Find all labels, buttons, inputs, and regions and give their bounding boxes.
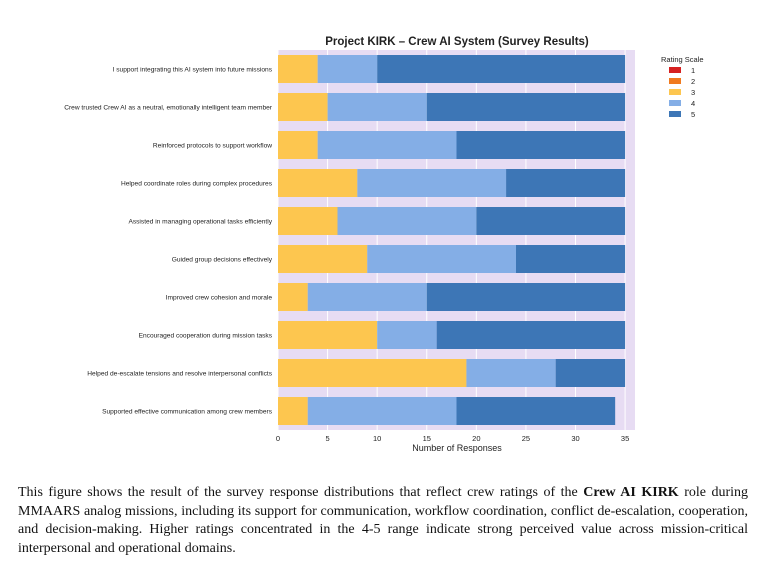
bar-5-rating-5 (476, 207, 626, 235)
legend-label-3: 3 (691, 88, 695, 97)
bar-5-rating-4 (337, 207, 477, 235)
bar-4-rating-4 (357, 169, 507, 197)
bar-2-rating-3 (278, 93, 328, 121)
category-label-9: Helped de-escalate tensions and resolve … (87, 371, 272, 378)
bar-1-rating-3 (278, 55, 318, 83)
legend-swatch-1 (669, 67, 681, 73)
bar-6-rating-3 (278, 245, 368, 273)
category-label-8: Encouraged cooperation during mission ta… (139, 333, 273, 340)
bar-10-rating-4 (307, 397, 457, 425)
x-tick-label-6: 30 (571, 434, 579, 443)
bar-6-rating-5 (516, 245, 626, 273)
category-label-4: Helped coordinate roles during complex p… (121, 181, 273, 188)
x-tick-label-1: 5 (325, 434, 329, 443)
caption-bold-term: Crew AI KIRK (583, 485, 679, 500)
bar-7-rating-3 (278, 283, 308, 311)
x-tick-label-7: 35 (621, 434, 629, 443)
legend-label-4: 4 (691, 99, 695, 108)
x-tick-label-0: 0 (276, 434, 280, 443)
bar-4-rating-3 (278, 169, 358, 197)
category-label-6: Guided group decisions effectively (172, 257, 273, 264)
category-label-1: I support integrating this AI system int… (113, 67, 273, 74)
bar-8-rating-4 (377, 321, 437, 349)
bar-4-rating-5 (506, 169, 626, 197)
x-tick-label-4: 20 (472, 434, 480, 443)
legend-swatch-3 (669, 89, 681, 95)
bar-10-rating-5 (456, 397, 616, 425)
bar-6-rating-4 (367, 245, 516, 273)
legend-label-2: 2 (691, 77, 695, 86)
x-tick-label-3: 15 (423, 434, 431, 443)
bars (278, 55, 626, 425)
bar-8-rating-3 (278, 321, 378, 349)
category-label-2: Crew trusted Crew AI as a neutral, emoti… (64, 105, 273, 112)
legend-label-1: 1 (691, 66, 695, 75)
bar-1-rating-4 (317, 55, 378, 83)
legend-swatch-4 (669, 100, 681, 106)
bar-9-rating-3 (278, 359, 467, 387)
bar-7-rating-4 (307, 283, 427, 311)
category-labels: I support integrating this AI system int… (64, 67, 273, 416)
bar-3-rating-3 (278, 131, 318, 159)
caption-text-start: This figure shows the result of the surv… (18, 485, 584, 500)
legend-title: Rating Scale (661, 55, 704, 64)
legend: Rating Scale 1 2 3 4 5 (661, 55, 704, 119)
bar-9-rating-4 (466, 359, 556, 387)
bar-7-rating-5 (426, 283, 626, 311)
bar-8-rating-5 (436, 321, 626, 349)
category-label-5: Assisted in managing operational tasks e… (128, 219, 272, 226)
bar-5-rating-3 (278, 207, 338, 235)
x-tick-label-5: 25 (522, 434, 530, 443)
x-axis-label: Number of Responses (412, 443, 502, 453)
survey-chart: I support integrating this AI system int… (64, 36, 704, 453)
legend-label-5: 5 (691, 110, 695, 119)
figure-caption: This figure shows the result of the surv… (18, 484, 748, 558)
bar-3-rating-4 (317, 131, 457, 159)
x-tick-label-2: 10 (373, 434, 381, 443)
category-label-10: Supported effective communication among … (102, 409, 273, 416)
caption-text-end: role during MMAARS analog missions, incl… (18, 485, 748, 556)
bar-2-rating-5 (426, 93, 626, 121)
bar-9-rating-5 (555, 359, 626, 387)
bar-2-rating-4 (327, 93, 427, 121)
x-axis-ticks: 0 5 10 15 20 25 30 35 (276, 434, 629, 443)
bar-1-rating-5 (377, 55, 626, 83)
category-label-7: Improved crew cohesion and morale (166, 295, 273, 302)
legend-swatch-5 (669, 111, 681, 117)
category-label-3: Reinforced protocols to support workflow (153, 143, 272, 150)
bar-3-rating-5 (456, 131, 626, 159)
legend-swatch-2 (669, 78, 681, 84)
chart-title: Project KIRK – Crew AI System (Survey Re… (325, 36, 589, 48)
bar-10-rating-3 (278, 397, 308, 425)
